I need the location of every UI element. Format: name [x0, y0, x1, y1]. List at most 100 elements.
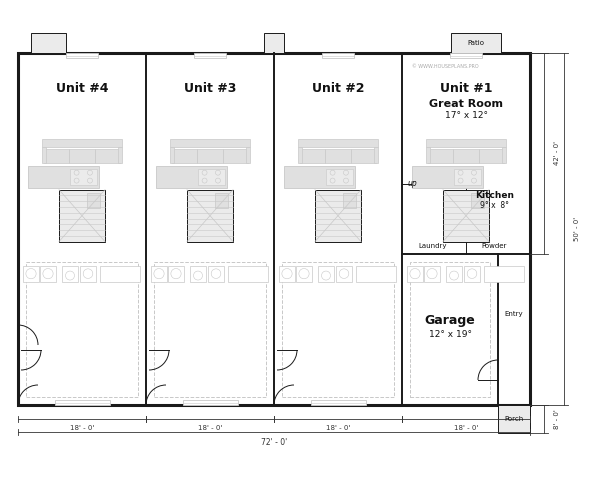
Bar	[43, 139, 122, 147]
Text: Unit #1: Unit #1	[440, 82, 492, 95]
Text: © WWW.HOUSEPLANS.PRO: © WWW.HOUSEPLANS.PRO	[412, 65, 479, 70]
Bar	[168, 266, 184, 282]
Text: Patio: Patio	[467, 40, 484, 46]
Text: Entry: Entry	[505, 312, 523, 317]
Bar	[228, 266, 268, 282]
Bar	[318, 266, 334, 282]
Text: 12° x 19°: 12° x 19°	[428, 330, 472, 339]
Text: Unit #4: Unit #4	[56, 82, 108, 95]
Bar	[282, 262, 394, 397]
Circle shape	[467, 269, 477, 278]
Bar	[215, 193, 229, 208]
Bar	[298, 139, 377, 147]
Bar	[170, 147, 175, 163]
Circle shape	[339, 269, 349, 278]
Text: Laundry: Laundry	[418, 242, 447, 249]
Bar	[70, 149, 95, 163]
Bar	[296, 266, 312, 282]
Bar	[424, 266, 440, 282]
Bar	[315, 190, 361, 242]
Bar	[172, 149, 197, 163]
Bar	[31, 33, 66, 53]
Bar	[156, 166, 227, 187]
Bar	[197, 149, 223, 163]
Bar	[154, 262, 266, 397]
Bar	[454, 169, 481, 185]
Text: 50' - 0': 50' - 0'	[574, 217, 580, 241]
Bar	[484, 266, 524, 282]
Bar	[62, 266, 78, 282]
Bar	[410, 262, 490, 397]
Bar	[311, 400, 365, 405]
Circle shape	[211, 269, 221, 278]
Circle shape	[194, 271, 202, 280]
Bar	[100, 266, 140, 282]
Bar	[279, 266, 295, 282]
Bar	[118, 147, 122, 163]
Text: up: up	[407, 179, 417, 188]
Bar	[454, 149, 479, 163]
Text: 72' - 0': 72' - 0'	[261, 438, 287, 447]
Bar	[428, 149, 454, 163]
Bar	[356, 266, 396, 282]
Bar	[374, 147, 377, 163]
Bar	[40, 266, 56, 282]
Bar	[95, 149, 119, 163]
Text: 18' - 0': 18' - 0'	[70, 425, 94, 431]
Circle shape	[322, 271, 331, 280]
Bar	[245, 147, 250, 163]
Bar	[498, 405, 530, 433]
Bar	[151, 266, 167, 282]
Bar	[190, 266, 206, 282]
Circle shape	[449, 271, 458, 280]
Bar	[66, 53, 98, 58]
Text: 9° x  8°: 9° x 8°	[479, 201, 509, 210]
Bar	[187, 190, 233, 242]
Bar	[502, 147, 506, 163]
Bar	[194, 53, 226, 58]
Text: 18' - 0': 18' - 0'	[198, 425, 222, 431]
Text: 18' - 0': 18' - 0'	[454, 425, 478, 431]
Bar	[450, 53, 482, 58]
Bar	[427, 147, 430, 163]
Bar	[86, 193, 100, 208]
Bar	[325, 149, 350, 163]
Text: Garage: Garage	[425, 314, 475, 327]
Text: 42' - 0': 42' - 0'	[554, 142, 560, 165]
Bar	[407, 266, 423, 282]
Bar	[182, 400, 238, 405]
Text: 18' - 0': 18' - 0'	[326, 425, 350, 431]
Bar	[446, 266, 462, 282]
Bar	[443, 190, 489, 242]
Bar	[70, 169, 97, 185]
Bar	[223, 149, 248, 163]
Bar	[326, 169, 353, 185]
Bar	[44, 149, 70, 163]
Bar	[464, 266, 480, 282]
Text: Great Room: Great Room	[429, 99, 503, 109]
Bar	[343, 193, 356, 208]
Circle shape	[65, 271, 74, 280]
Bar	[198, 169, 224, 185]
Bar	[43, 147, 46, 163]
Bar	[479, 149, 503, 163]
Bar	[59, 190, 105, 242]
Text: 8' - 0': 8' - 0'	[554, 409, 560, 429]
Circle shape	[83, 269, 93, 278]
Text: 17° x 12°: 17° x 12°	[445, 112, 488, 120]
Bar	[350, 149, 376, 163]
Bar	[301, 149, 325, 163]
Bar	[336, 266, 352, 282]
Text: Unit #2: Unit #2	[312, 82, 364, 95]
Text: Kitchen: Kitchen	[475, 191, 514, 200]
Text: Porch: Porch	[505, 416, 524, 422]
Bar	[18, 53, 530, 405]
Bar	[470, 193, 484, 208]
Bar	[23, 266, 39, 282]
Bar	[208, 266, 224, 282]
Bar	[28, 166, 98, 187]
Bar	[284, 166, 355, 187]
Bar	[55, 400, 110, 405]
Bar	[298, 147, 302, 163]
Text: Unit #3: Unit #3	[184, 82, 236, 95]
